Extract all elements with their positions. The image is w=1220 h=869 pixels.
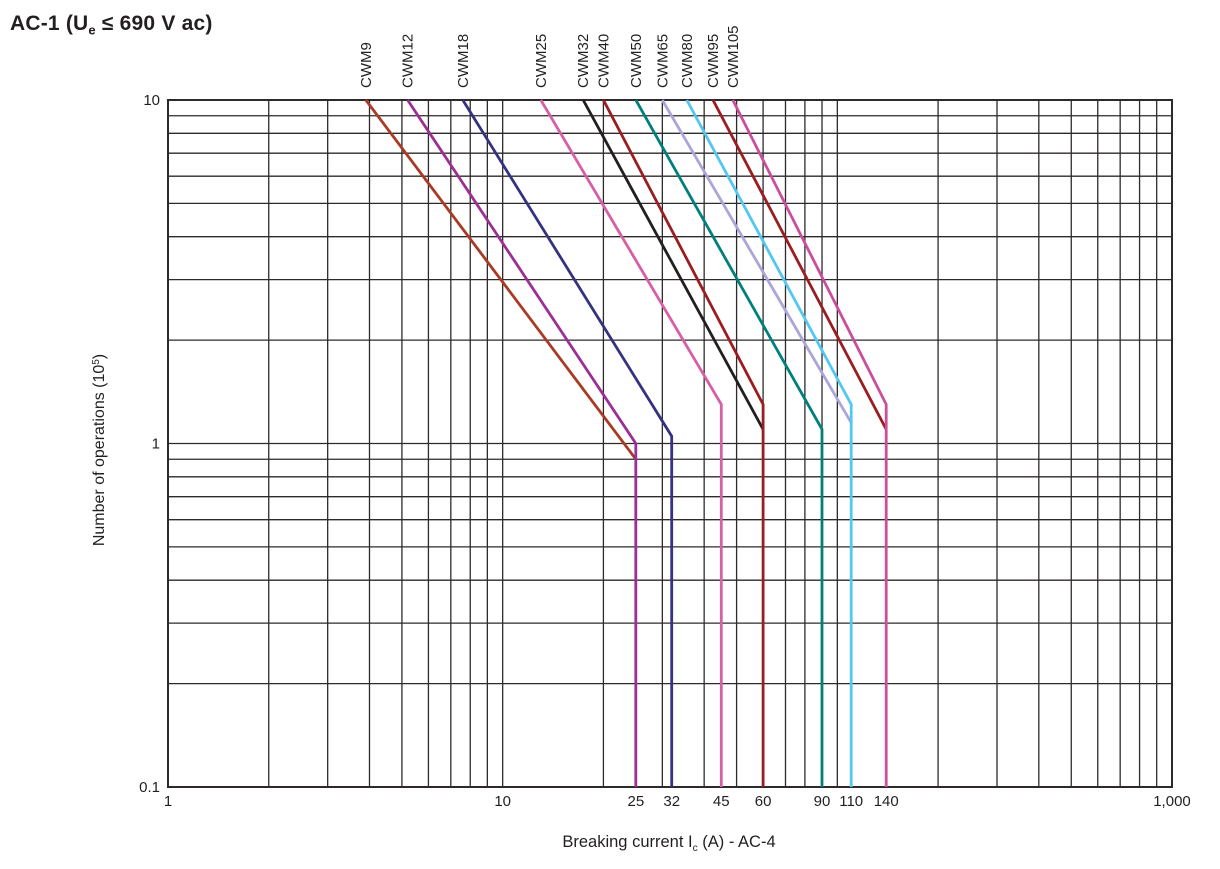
chart-title-prefix: AC-1 (U bbox=[10, 12, 89, 35]
x-tick-label: 1 bbox=[164, 793, 172, 810]
x-tick-label: 32 bbox=[663, 793, 680, 810]
curve-cwm95 bbox=[711, 99, 888, 430]
curve-cwm12 bbox=[406, 99, 638, 787]
chart-title: AC-1 (Ue ≤ 690 V ac) bbox=[10, 12, 213, 38]
chart-title-suffix: ≤ 690 V ac) bbox=[95, 12, 213, 35]
x-tick-label: 10 bbox=[494, 793, 511, 810]
curve-label-cwm32: CWM32 bbox=[575, 34, 592, 88]
y-tick-label: 1 bbox=[152, 436, 160, 453]
curve-label-cwm95: CWM95 bbox=[705, 34, 722, 88]
x-axis-title-suffix: (A) - AC-4 bbox=[697, 833, 776, 851]
curve-label-cwm12: CWM12 bbox=[400, 34, 417, 88]
y-tick-label: 0.1 bbox=[139, 779, 160, 796]
x-tick-label: 90 bbox=[814, 793, 831, 810]
x-tick-label: 25 bbox=[628, 793, 645, 810]
curve-cwm18 bbox=[461, 99, 674, 787]
x-tick-label: 1,000 bbox=[1153, 793, 1191, 810]
curve-cwm65 bbox=[661, 99, 853, 424]
curve-cwm25 bbox=[539, 99, 723, 787]
curve-cwm105 bbox=[731, 99, 888, 787]
x-tick-label: 60 bbox=[755, 793, 772, 810]
curve-label-cwm18: CWM18 bbox=[455, 34, 472, 88]
x-axis-title: Breaking current Ic (A) - AC-4 bbox=[562, 833, 775, 854]
x-tick-label: 45 bbox=[713, 793, 730, 810]
curve-label-cwm80: CWM80 bbox=[679, 34, 696, 88]
curve-label-cwm25: CWM25 bbox=[533, 34, 550, 88]
x-tick-label: 140 bbox=[874, 793, 899, 810]
x-tick-label: 110 bbox=[839, 793, 863, 810]
plot-border bbox=[167, 99, 1173, 788]
curve-label-cwm40: CWM40 bbox=[595, 34, 612, 88]
chart-title-subscript: e bbox=[88, 22, 96, 38]
x-axis-title-subscript: c bbox=[692, 843, 698, 855]
curve-cwm50 bbox=[634, 99, 824, 787]
curve-label-cwm50: CWM50 bbox=[628, 34, 645, 88]
curve-label-cwm105: CWM105 bbox=[725, 25, 742, 88]
curve-cwm9 bbox=[364, 99, 637, 461]
curve-label-cwm65: CWM65 bbox=[654, 34, 671, 88]
curve-label-cwm9: CWM9 bbox=[358, 42, 375, 88]
curve-cwm40 bbox=[602, 99, 765, 787]
y-tick-label: 10 bbox=[143, 92, 160, 109]
curve-cwm80 bbox=[685, 99, 853, 787]
x-axis-title-prefix: Breaking current I bbox=[562, 833, 693, 851]
curve-cwm32 bbox=[581, 99, 765, 430]
